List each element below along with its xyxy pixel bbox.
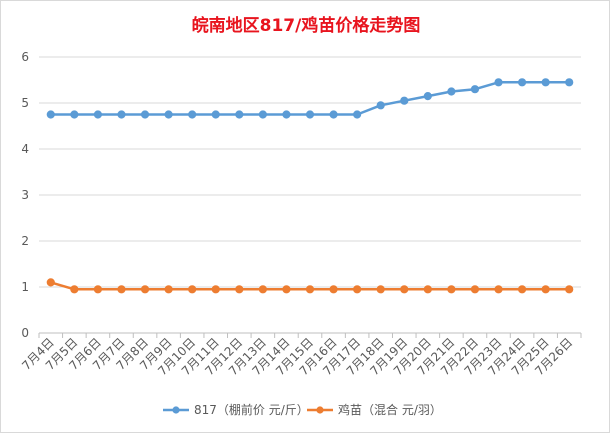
data-point (46, 278, 55, 287)
y-tick-label: 3 (21, 188, 29, 202)
series-1 (46, 78, 574, 119)
y-tick-label: 4 (21, 142, 29, 156)
data-point (93, 285, 103, 294)
legend: 817（棚前价 元/斤） 鸡苗（混合 元/羽） (163, 402, 442, 417)
data-point (70, 285, 79, 294)
data-point (494, 78, 503, 87)
data-point (470, 85, 480, 94)
y-tick-label: 0 (21, 326, 29, 340)
data-point (376, 285, 385, 294)
data-point (258, 110, 267, 119)
legend-swatch-marker (316, 406, 324, 414)
data-point (188, 285, 197, 294)
data-point (93, 110, 103, 119)
data-point (305, 285, 315, 294)
y-tick-label: 5 (21, 96, 29, 110)
data-point (541, 285, 550, 294)
data-point (376, 101, 385, 110)
data-point (235, 110, 244, 119)
data-point (188, 110, 197, 119)
data-point (517, 78, 527, 87)
x-axis-ticks: 7月4日7月5日7月6日7月7日7月8日7月9日7月10日7月11日7月12日7… (19, 333, 582, 378)
data-point (447, 285, 456, 294)
data-point (329, 110, 338, 119)
legend-item: 817（棚前价 元/斤） (163, 402, 309, 417)
data-point (517, 285, 527, 294)
data-point (117, 285, 126, 294)
data-point (70, 110, 79, 119)
series-2 (46, 278, 574, 294)
data-point (117, 110, 126, 119)
data-point (541, 78, 550, 87)
y-tick-label: 1 (21, 280, 29, 294)
y-tick-label: 2 (21, 234, 29, 248)
data-point (46, 110, 55, 119)
legend-label: 817（棚前价 元/斤） (194, 402, 309, 417)
legend-swatch-marker (172, 406, 180, 414)
data-point (305, 110, 315, 119)
data-point (282, 110, 291, 119)
data-point (423, 285, 432, 294)
data-point (470, 285, 480, 294)
data-point (282, 285, 291, 294)
data-point (400, 285, 409, 294)
data-point (211, 110, 220, 119)
data-point (211, 285, 220, 294)
data-point (164, 285, 173, 294)
data-point (140, 110, 150, 119)
data-point (329, 285, 338, 294)
data-point (140, 285, 150, 294)
series-line (49, 81, 571, 116)
y-axis-ticks: 0 1 2 3 4 5 6 (21, 50, 29, 340)
chart-title: 皖南地区817/鸡苗价格走势图 (192, 15, 421, 36)
gridlines (39, 56, 581, 334)
data-point (258, 285, 267, 294)
legend-label: 鸡苗（混合 元/羽） (338, 402, 442, 417)
data-point (565, 285, 574, 294)
data-point (447, 87, 456, 96)
data-point (423, 92, 432, 101)
data-point (235, 285, 244, 294)
series-lines (46, 78, 574, 294)
data-point (565, 78, 574, 87)
legend-item: 鸡苗（混合 元/羽） (307, 402, 442, 417)
data-point (164, 110, 173, 119)
data-point (494, 285, 503, 294)
data-point (353, 285, 362, 294)
data-point (353, 110, 362, 119)
y-tick-label: 6 (21, 50, 29, 64)
data-point (400, 96, 409, 105)
